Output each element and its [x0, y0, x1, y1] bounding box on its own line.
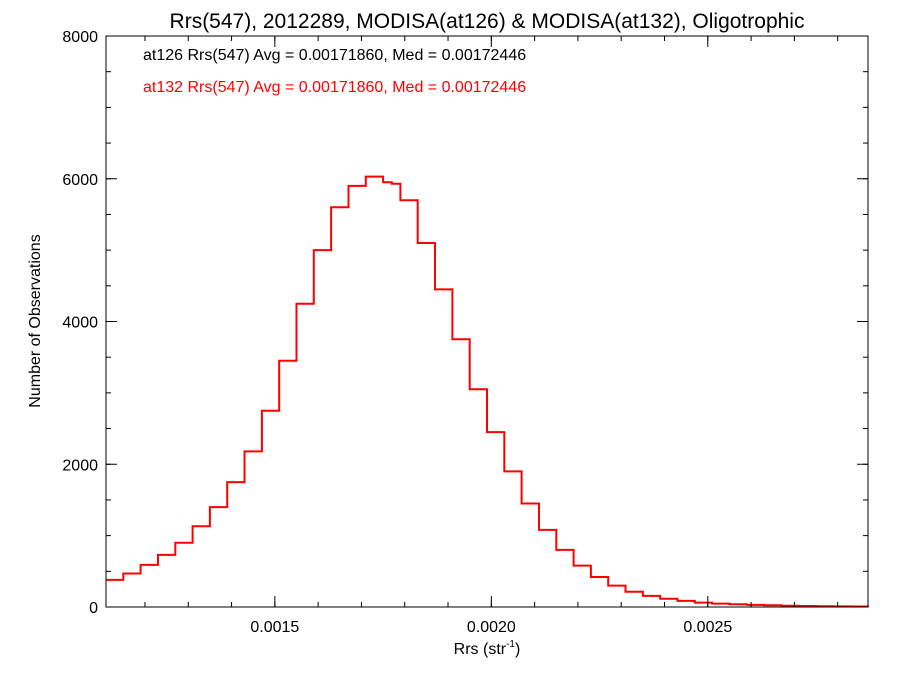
annotation-2: at132 Rrs(547) Avg = 0.00171860, Med = 0… — [143, 79, 526, 96]
x-tick-label: 0.0020 — [467, 619, 516, 636]
y-tick-label: 6000 — [62, 172, 98, 189]
x-tick-label: 0.0015 — [250, 619, 299, 636]
histogram-series-1 — [106, 175, 869, 608]
chart-title: Rrs(547), 2012289, MODISA(at126) & MODIS… — [170, 10, 805, 33]
y-tick-label: 2000 — [62, 457, 98, 474]
x-tick-label: 0.0025 — [683, 619, 732, 636]
y-tick-label: 0 — [89, 600, 98, 617]
plot-frame — [105, 35, 869, 608]
x-axis-label: Rrs (str-1) — [454, 639, 521, 658]
annotation-1: at126 Rrs(547) Avg = 0.00171860, Med = 0… — [143, 47, 526, 64]
y-axis-label: Number of Observations — [27, 234, 44, 407]
y-tick-label: 4000 — [62, 315, 98, 332]
y-tick-label: 8000 — [62, 29, 98, 46]
